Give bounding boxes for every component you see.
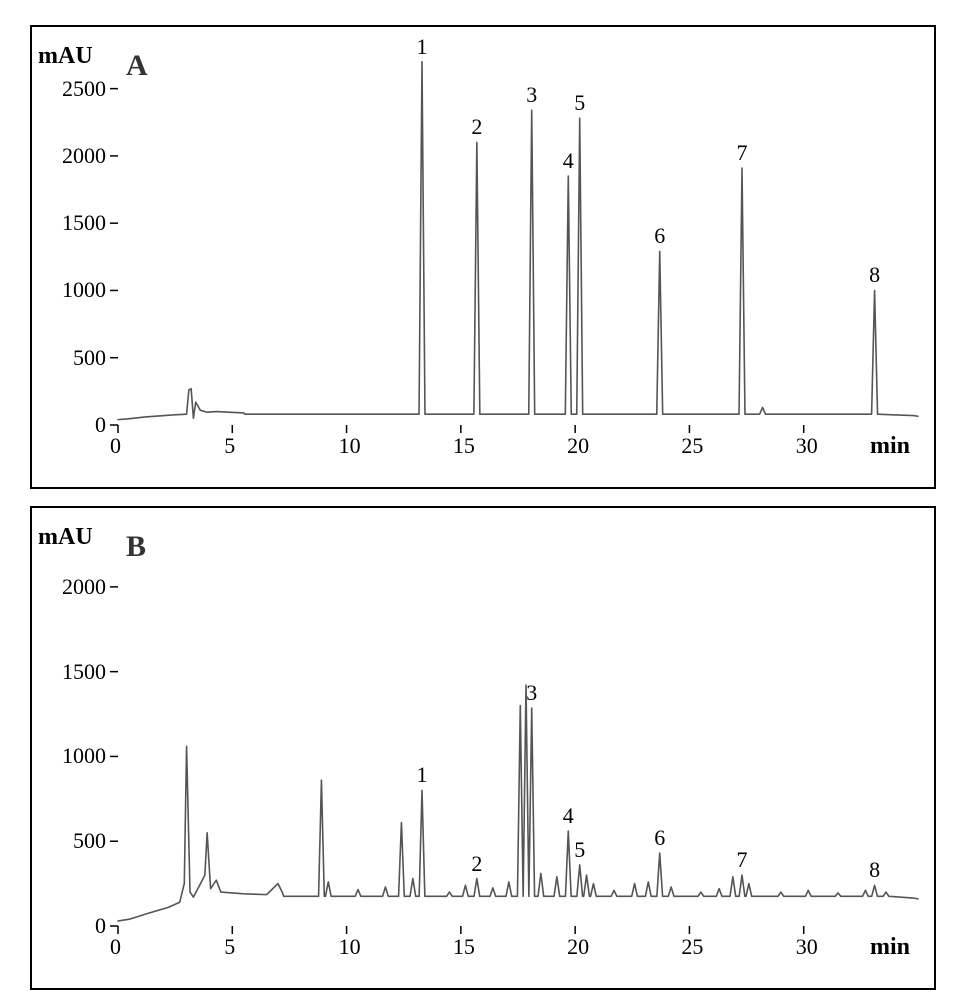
y-tick-label: 1500: [62, 659, 106, 685]
x-tick-label: 5: [224, 934, 235, 960]
panel-a-label: A: [126, 49, 148, 83]
panel-a-x-unit: min: [870, 433, 910, 460]
chromatogram-a-svg: [30, 25, 932, 485]
y-tick-label: 0: [95, 412, 106, 438]
x-tick-label: 0: [110, 934, 121, 960]
peak-label: 5: [574, 837, 585, 863]
panel-a-y-unit: mAU: [38, 43, 93, 70]
x-tick-label: 25: [681, 433, 703, 459]
peak-label: 2: [471, 851, 482, 877]
x-tick-label: 5: [224, 433, 235, 459]
chromatogram-trace: [118, 62, 918, 420]
peak-label: 3: [526, 680, 537, 706]
x-tick-label: 30: [796, 934, 818, 960]
x-tick-label: 15: [453, 433, 475, 459]
y-tick-label: 500: [73, 828, 106, 854]
peak-label: 7: [737, 847, 748, 873]
panel-b-y-unit: mAU: [38, 524, 93, 551]
x-tick-label: 20: [567, 433, 589, 459]
panel-b-label: B: [126, 530, 146, 564]
peak-label: 5: [574, 90, 585, 116]
x-tick-label: 30: [796, 433, 818, 459]
x-tick-label: 10: [339, 433, 361, 459]
peak-label: 4: [563, 803, 574, 829]
panel-b-x-unit: min: [870, 934, 910, 961]
y-tick-label: 2500: [62, 76, 106, 102]
peak-label: 7: [737, 140, 748, 166]
y-tick-label: 1500: [62, 210, 106, 236]
peak-label: 3: [526, 82, 537, 108]
x-tick-label: 0: [110, 433, 121, 459]
x-tick-label: 15: [453, 934, 475, 960]
peak-label: 8: [869, 857, 880, 883]
y-tick-label: 1000: [62, 743, 106, 769]
y-tick-label: 1000: [62, 277, 106, 303]
y-tick-label: 0: [95, 913, 106, 939]
peak-label: 4: [563, 148, 574, 174]
x-tick-label: 20: [567, 934, 589, 960]
peak-label: 2: [471, 114, 482, 140]
chromatogram-trace: [118, 685, 918, 921]
x-tick-label: 25: [681, 934, 703, 960]
y-tick-label: 2000: [62, 143, 106, 169]
peak-label: 1: [417, 762, 428, 788]
peak-label: 6: [654, 825, 665, 851]
peak-label: 1: [417, 34, 428, 60]
peak-label: 8: [869, 262, 880, 288]
y-tick-label: 500: [73, 345, 106, 371]
x-tick-label: 10: [339, 934, 361, 960]
chromatogram-b-svg: [30, 506, 932, 986]
figure: A mAU min B mAU min 05001000150020002500…: [0, 0, 969, 1000]
peak-label: 6: [654, 223, 665, 249]
y-tick-label: 2000: [62, 574, 106, 600]
